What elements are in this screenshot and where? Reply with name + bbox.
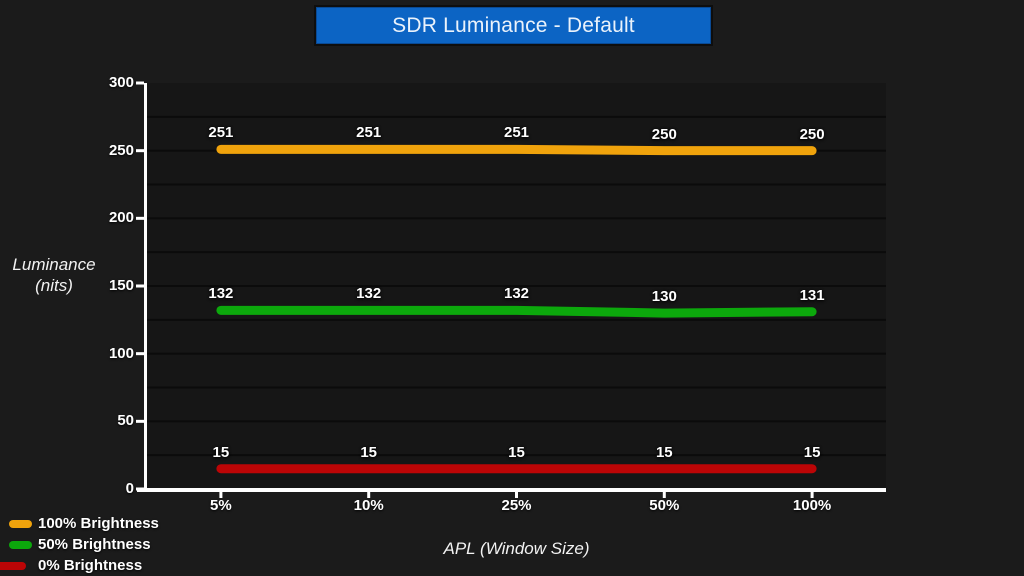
legend-label: 100% Brightness (38, 515, 159, 532)
y-tick-label: 200 (108, 209, 134, 227)
legend-swatch-icon (9, 540, 32, 549)
legend-label: 0% Brightness (38, 557, 143, 574)
x-tick-label: 50% (649, 497, 680, 514)
series-line-50-brightness (216, 305, 817, 318)
y-tick-label: 0 (125, 480, 134, 497)
data-label: 15 (212, 443, 230, 461)
legend-item: 0% Brightness (0, 555, 159, 576)
data-label: 131 (799, 286, 825, 304)
y-tick-label: 100 (108, 344, 134, 362)
x-tick-label: 10% (353, 497, 384, 514)
data-label: 132 (503, 285, 530, 303)
data-label: 130 (651, 288, 677, 306)
data-label: 132 (356, 285, 382, 303)
legend-swatch-icon (9, 519, 32, 528)
data-label: 15 (508, 443, 525, 461)
chart-legend: 100% Brightness 50% Brightness 0% Brightne… (0, 513, 159, 576)
chart-title: SDR Luminance - Default (392, 13, 635, 37)
legend-item: 100% Brightness (9, 513, 159, 534)
data-label: 15 (360, 443, 378, 461)
y-tick-label: 50 (117, 412, 134, 430)
y-axis-title: Luminance (nits) (4, 254, 104, 296)
y-axis-title-line1: Luminance (12, 255, 96, 274)
y-axis-title-line2: (nits) (35, 276, 73, 295)
legend-item: 50% Brightness (9, 534, 159, 555)
data-label: 251 (208, 124, 234, 142)
y-tick-label: 300 (108, 74, 134, 91)
data-label: 251 (356, 124, 382, 142)
data-label: 132 (208, 285, 234, 303)
series-line-100-brightness (216, 144, 817, 156)
x-tick-label: 25% (501, 497, 532, 514)
data-label: 251 (503, 124, 530, 142)
data-label: 15 (655, 443, 673, 461)
data-label: 15 (803, 443, 821, 461)
y-tick-label: 250 (108, 141, 134, 159)
y-tick-label: 150 (108, 277, 134, 294)
x-tick-label: 100% (792, 497, 832, 514)
data-label: 250 (799, 125, 825, 143)
x-tick-label: 5% (210, 497, 232, 514)
chart-title-box: SDR Luminance - Default (316, 7, 711, 44)
legend-swatch-icon (0, 561, 26, 570)
legend-label: 50% Brightness (38, 536, 151, 553)
x-axis-title: APL (Window Size) (443, 539, 590, 558)
data-label: 250 (651, 125, 677, 143)
